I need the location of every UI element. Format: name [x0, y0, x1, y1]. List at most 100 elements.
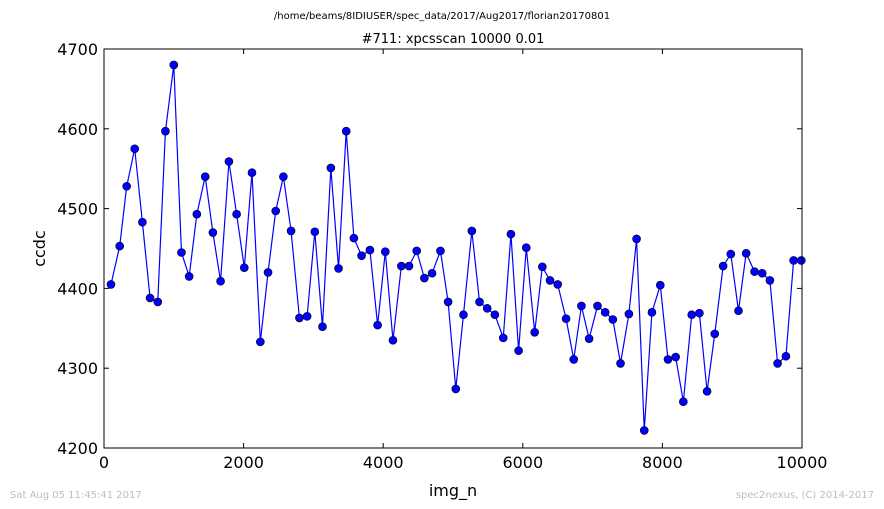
- data-point: [647, 308, 657, 317]
- data-point: [521, 243, 531, 252]
- data-point: [530, 327, 539, 337]
- data-point: [115, 241, 124, 251]
- footer-timestamp: Sat Aug 05 11:45:41 2017: [10, 490, 142, 501]
- y-tick-label: 4200: [57, 439, 98, 458]
- data-point: [271, 206, 281, 216]
- data-point: [608, 315, 618, 324]
- x-tick-label: 6000: [502, 453, 543, 472]
- y-tick-label: 4400: [57, 279, 98, 298]
- data-point: [459, 310, 468, 320]
- data-point: [145, 293, 155, 303]
- data-point: [443, 297, 453, 307]
- data-point: [750, 267, 759, 276]
- data-point: [679, 397, 688, 407]
- data-point: [247, 168, 257, 177]
- data-point: [616, 359, 625, 368]
- data-point: [656, 280, 665, 290]
- data-point: [695, 308, 704, 318]
- data-point: [224, 157, 234, 166]
- data-point: [490, 310, 500, 320]
- data-point: [349, 233, 359, 243]
- data-point: [404, 261, 414, 271]
- data-point: [420, 273, 429, 283]
- tick-layer: 0 2000 4000 6000 8000 10000 4200 4300 4400 4500 46…: [57, 40, 827, 472]
- data-point: [216, 276, 225, 286]
- x-tick-label: 10000: [777, 453, 828, 472]
- x-tick-label: 2000: [223, 453, 264, 472]
- x-tick-label: 0: [99, 453, 109, 472]
- data-point: [208, 228, 218, 237]
- data-point: [122, 181, 131, 191]
- y-tick-label: 4700: [57, 40, 98, 59]
- data-point: [427, 268, 437, 278]
- data-point: [388, 335, 398, 345]
- data-point: [436, 246, 445, 256]
- data-point: [130, 144, 140, 154]
- data-point: [514, 346, 523, 355]
- data-point: [796, 256, 806, 265]
- x-tick-label: 4000: [363, 453, 404, 472]
- data-point: [169, 60, 179, 70]
- data-point: [341, 126, 351, 136]
- data-point: [663, 355, 673, 364]
- series-line: [110, 64, 802, 431]
- data-point: [365, 245, 375, 255]
- data-point: [757, 268, 767, 278]
- data-point: [624, 309, 634, 319]
- data-point: [200, 172, 210, 181]
- data-point: [106, 280, 116, 289]
- data-point: [232, 209, 241, 219]
- y-axis-label: ccdc: [30, 230, 49, 267]
- data-point: [789, 256, 798, 265]
- data-point: [326, 163, 336, 173]
- data-point: [632, 234, 641, 244]
- data-point: [138, 217, 147, 227]
- data-point: [302, 312, 312, 321]
- data-point: [475, 297, 484, 307]
- data-point: [600, 308, 610, 317]
- data-point: [687, 310, 697, 320]
- x-tick-label: 8000: [642, 453, 683, 472]
- data-point: [397, 261, 406, 271]
- data-point: [357, 251, 366, 260]
- data-point: [192, 209, 202, 219]
- data-point: [765, 276, 775, 285]
- data-point: [295, 313, 304, 323]
- data-point: [569, 355, 579, 364]
- data-point: [153, 297, 163, 307]
- footer-credit: spec2nexus, (C) 2014-2017: [736, 490, 874, 501]
- data-point: [584, 334, 594, 343]
- data-point: [710, 329, 720, 339]
- data-point: [286, 226, 296, 236]
- data-point: [538, 262, 547, 272]
- data-point: [639, 426, 649, 435]
- data-point: [545, 276, 555, 285]
- data-point: [334, 264, 343, 273]
- data-point: [741, 248, 751, 258]
- data-point: [781, 351, 791, 361]
- data-point: [593, 301, 602, 311]
- data-point: [726, 249, 736, 259]
- data-point: [380, 247, 390, 256]
- data-point: [310, 227, 320, 237]
- data-point: [482, 304, 492, 313]
- data-point: [671, 352, 680, 362]
- data-point: [498, 333, 508, 343]
- chart-title: #711: xpcsscan 10000 0.01: [362, 32, 545, 47]
- data-point: [553, 280, 563, 289]
- data-point: [256, 337, 265, 347]
- data-point: [412, 246, 422, 256]
- data-point: [773, 359, 782, 368]
- data-point: [702, 387, 712, 396]
- data-point: [451, 384, 461, 394]
- supertitle: /home/beams/8IDIUSER/spec_data/2017/Aug2…: [274, 11, 610, 22]
- plot-frame: [103, 48, 803, 449]
- data-point: [263, 268, 273, 277]
- data-point: [467, 226, 477, 236]
- data-point: [279, 172, 288, 181]
- data-point: [577, 301, 586, 311]
- x-axis-label: img_n: [429, 481, 477, 501]
- data-point: [506, 229, 516, 239]
- data-point: [177, 248, 186, 257]
